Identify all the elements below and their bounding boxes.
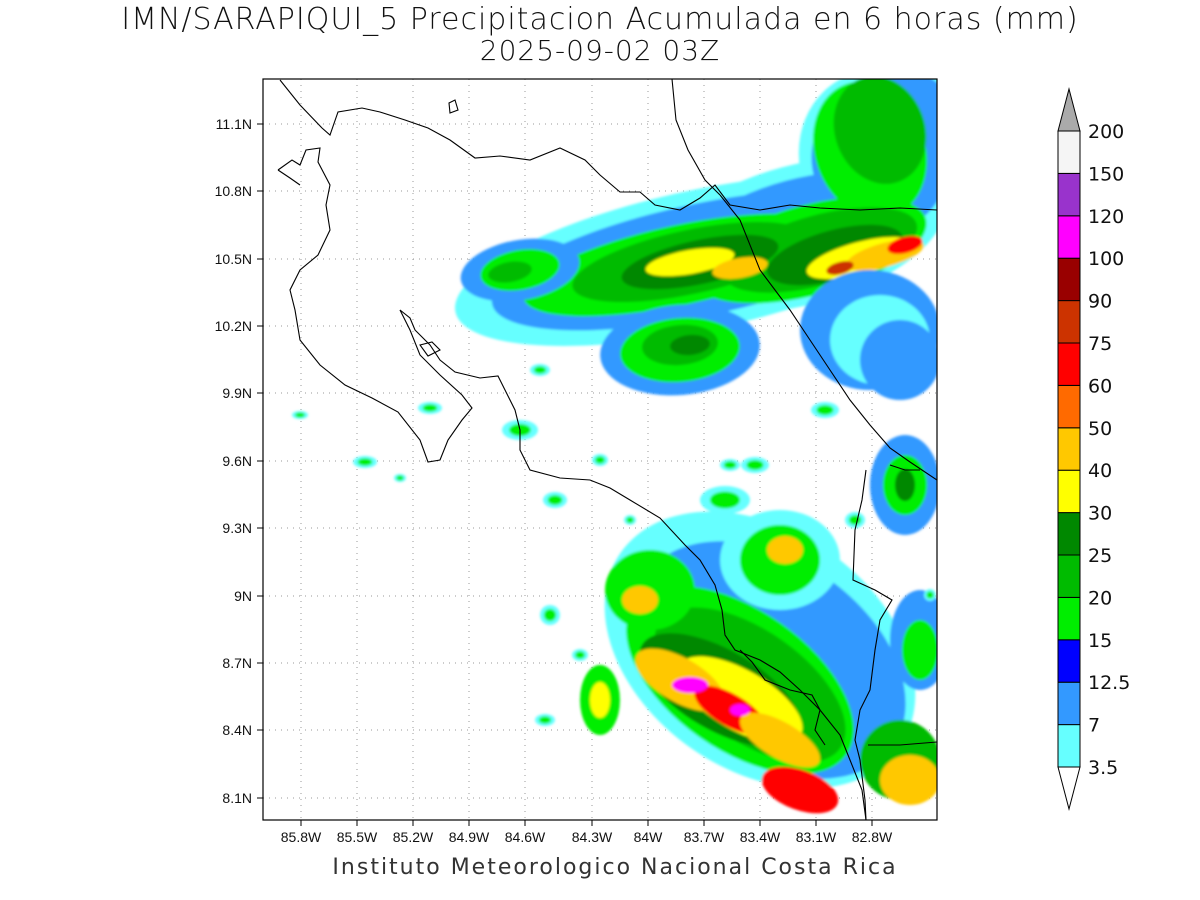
lat-label: 8.1N — [222, 790, 252, 806]
colorbar-label: 150 — [1088, 163, 1124, 185]
colorbar-swatch — [1057, 172, 1081, 217]
colorbar-swatch — [1057, 215, 1081, 259]
colorbar-swatch — [1057, 384, 1081, 429]
latitude-tick-labels: 11.1N 10.8N 10.5N 10.2N 9.9N 9.6N 9.3N 9N 8.7N 8.… — [215, 116, 263, 806]
colorbar-label: 100 — [1088, 248, 1124, 270]
colorbar-label: 120 — [1088, 206, 1124, 228]
colorbar-label: 30 — [1088, 503, 1112, 525]
lat-label: 9N — [234, 588, 252, 604]
lon-label: 83.7W — [684, 829, 725, 845]
lon-label: 85.2W — [393, 829, 434, 845]
lat-label: 8.7N — [222, 655, 252, 671]
colorbar-swatch — [1057, 342, 1081, 386]
lon-label: 83.1W — [796, 829, 837, 845]
colorbar-swatch — [1057, 300, 1081, 344]
colorbar-label: 60 — [1088, 375, 1112, 397]
colorbar-over-triangle — [1057, 87, 1081, 132]
lon-label: 83.4W — [740, 829, 781, 845]
lat-label: 9.9N — [222, 385, 252, 401]
colorbar-swatch — [1057, 512, 1081, 556]
colorbar-swatch — [1057, 681, 1081, 726]
longitude-tick-labels: 85.8W 85.5W 85.2W 84.9W 84.6W 84.3W 84W 83.7W 83… — [281, 820, 893, 845]
colorbar-label: 7 — [1088, 715, 1100, 737]
colorbar-label: 40 — [1088, 460, 1112, 482]
colorbar-label: 50 — [1088, 418, 1112, 440]
lon-label: 84W — [634, 829, 664, 845]
lat-label: 9.3N — [222, 520, 252, 536]
lon-label: 84.6W — [505, 829, 546, 845]
colorbar-swatch — [1057, 257, 1081, 302]
colorbar-label: 90 — [1088, 291, 1112, 313]
map-area — [263, 79, 937, 820]
colorbar-label: 12.5 — [1088, 672, 1130, 694]
lon-label: 85.5W — [337, 829, 378, 845]
lat-label: 10.2N — [215, 318, 252, 334]
colorbar-swatch — [1057, 596, 1081, 641]
precipitation-field — [292, 79, 937, 814]
colorbar-label: 25 — [1088, 545, 1112, 567]
lon-label: 84.3W — [572, 829, 613, 845]
colorbar-swatch — [1057, 427, 1081, 471]
lon-label: 82.8W — [852, 829, 893, 845]
colorbar-legend: 3.5 7 12.5 15 20 25 30 40 50 60 75 90 100 120 150 200 — [1057, 87, 1130, 811]
colorbar-under-triangle — [1057, 766, 1081, 811]
colorbar-label: 15 — [1088, 630, 1112, 652]
lat-label: 11.1N — [216, 116, 252, 132]
colorbar-swatch — [1057, 469, 1081, 514]
colorbar-label: 3.5 — [1088, 757, 1118, 779]
lat-label: 10.8N — [215, 183, 252, 199]
lat-label: 9.6N — [222, 453, 252, 469]
colorbar-swatch — [1057, 724, 1081, 768]
lat-label: 10.5N — [215, 251, 252, 267]
colorbar-label: 200 — [1088, 121, 1124, 143]
lon-label: 85.8W — [281, 829, 322, 845]
lon-label: 84.9W — [449, 829, 490, 845]
map-title: IMN/SARAPIQUI_5 Precipitacion Acumulada … — [121, 2, 1079, 37]
colorbar-swatch — [1057, 130, 1081, 174]
map-timestamp: 2025-09-02 03Z — [479, 34, 721, 67]
colorbar-swatch — [1057, 639, 1081, 683]
credit-text: Instituto Meteorologico Nacional Costa R… — [332, 855, 898, 880]
lat-label: 8.4N — [222, 722, 252, 738]
coastline-and-borders — [277, 79, 937, 820]
colorbar-swatch — [1057, 554, 1081, 598]
colorbar-label: 75 — [1088, 333, 1112, 355]
colorbar-label: 20 — [1088, 587, 1112, 609]
